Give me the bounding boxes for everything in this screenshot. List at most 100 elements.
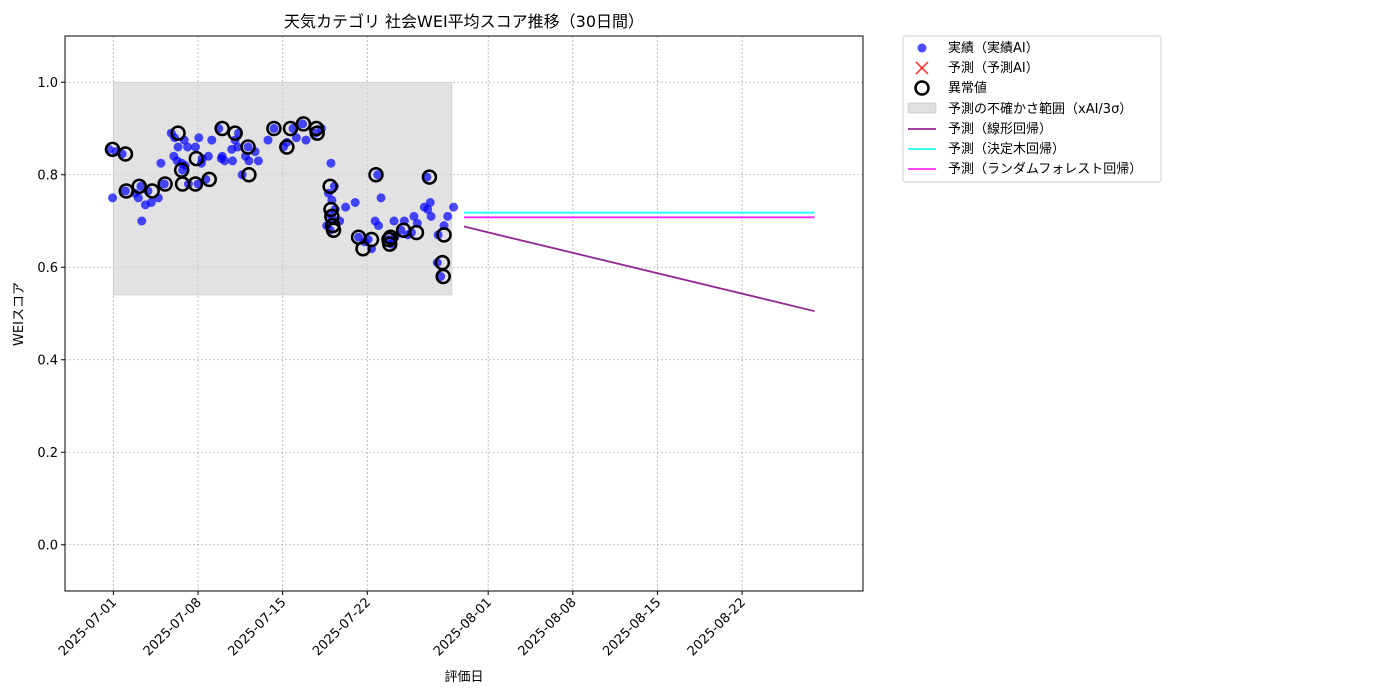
x-tick-label: 2025-08-08 <box>516 595 580 659</box>
anomaly-marker <box>355 241 371 257</box>
x-tick-label: 2025-08-15 <box>600 595 664 659</box>
y-tick-label: 0.0 <box>37 538 58 553</box>
anomaly-marker <box>214 120 230 137</box>
legend-uncertainty-label: 予測の不確かさ範囲（xAI/3σ） <box>948 101 1132 117</box>
anomaly-marker <box>240 139 256 155</box>
x-tick-label: 2025-07-08 <box>141 595 205 659</box>
actual-point <box>373 170 383 180</box>
actual-point <box>137 216 147 226</box>
actual-point <box>443 211 453 221</box>
actual-point <box>426 211 436 221</box>
actual-point <box>136 181 146 191</box>
x-axis-label: 評価日 <box>444 670 483 685</box>
anomaly-marker <box>382 229 399 245</box>
actual-point <box>108 193 118 203</box>
y-tick-label: 0.6 <box>37 261 58 276</box>
legend-actual-label: 実績（実績AI） <box>948 40 1039 56</box>
actual-point <box>120 186 130 196</box>
legend: 実績（実績AI） 予測（予測AI） 異常値 予測の不確かさ範囲（xAI/3σ） … <box>902 35 1162 183</box>
anomaly-marker <box>201 171 217 188</box>
actual-point <box>207 135 217 145</box>
actual-point <box>203 151 213 161</box>
anomaly-marker <box>295 116 312 132</box>
prediction-lines <box>463 211 815 313</box>
actual-point <box>449 202 459 212</box>
actual-point <box>140 200 150 210</box>
anomaly-marker <box>408 224 425 241</box>
anomaly-marker <box>241 167 257 183</box>
legend-predicted-ai-label: 予測（予測AI） <box>948 61 1039 76</box>
actual-point <box>227 144 237 154</box>
actual-point <box>194 133 204 143</box>
actual-point <box>217 151 227 161</box>
legend-anomaly-label: 異常値 <box>948 80 987 96</box>
legend-predicted-ai-marker <box>915 61 929 75</box>
actual-point <box>301 135 311 145</box>
anomaly-marker <box>118 183 135 199</box>
anomaly-marker <box>322 178 338 195</box>
anomaly-marker <box>144 183 160 199</box>
actual-point <box>190 142 200 152</box>
anomaly-marker <box>363 231 380 248</box>
legend-tree-label: 予測（決定木回帰） <box>948 141 1065 157</box>
anomaly-marker <box>309 125 325 141</box>
legend-linear-label: 予測（線形回帰） <box>948 121 1052 137</box>
anomaly-marker <box>131 178 147 195</box>
actual-point <box>133 193 143 203</box>
actual-point <box>326 158 336 168</box>
legend-actual-marker <box>917 43 927 53</box>
anomaly-marker <box>282 120 299 137</box>
actual-point <box>376 193 386 203</box>
actual-point <box>269 124 279 133</box>
legend-uncertainty-swatch <box>907 102 937 114</box>
uncertainty-band <box>113 81 453 296</box>
actual-point <box>183 142 193 152</box>
actual-point <box>350 198 360 207</box>
anomaly-marker <box>117 146 134 162</box>
anomaly-marker <box>104 141 121 158</box>
actual-point <box>423 204 433 214</box>
y-tick-label: 0.4 <box>37 353 58 368</box>
anomaly-marker <box>157 176 173 192</box>
x-tick-label: 2025-08-22 <box>685 595 749 659</box>
anomaly-marker <box>382 236 398 252</box>
actual-point <box>341 202 351 212</box>
anomaly-marker <box>436 227 452 243</box>
linear-regression-line <box>463 225 815 313</box>
legend-box <box>902 35 1162 183</box>
anomaly-marker <box>227 125 243 141</box>
actual-point <box>263 135 273 145</box>
actual-point <box>228 156 238 166</box>
x-axis-ticks: 2025-07-01 2025-07-08 2025-07-15 2025-07-22… <box>56 591 749 659</box>
actual-point <box>173 142 183 152</box>
x-tick-label: 2025-08-01 <box>431 595 495 659</box>
legend-forest-label: 予測（ランダムフォレスト回帰） <box>948 161 1142 177</box>
anomaly-marker <box>266 120 282 137</box>
anomaly-marker <box>323 201 339 218</box>
anomaly-marker <box>421 169 438 185</box>
anomaly-marker <box>325 222 342 238</box>
actual-point <box>389 216 399 226</box>
actual-point <box>354 232 364 242</box>
uncertainty-band-rect <box>113 81 453 296</box>
y-tick-label: 1.0 <box>37 76 58 91</box>
anomaly-marker <box>188 150 205 167</box>
x-tick-label: 2025-07-22 <box>310 595 374 659</box>
actual-point <box>156 158 166 168</box>
actual-point <box>178 165 188 175</box>
x-tick-label: 2025-07-01 <box>56 595 120 659</box>
actual-point <box>291 133 301 143</box>
actual-point <box>253 156 263 166</box>
actual-point <box>374 221 384 231</box>
y-axis-label: WEIスコア <box>12 282 27 346</box>
actual-point <box>298 119 308 129</box>
anomaly-markers <box>104 116 452 285</box>
legend-anomaly-marker <box>914 80 930 96</box>
anomaly-marker <box>279 139 295 155</box>
actual-point <box>244 156 254 166</box>
y-tick-label: 0.8 <box>37 168 58 183</box>
y-axis-ticks: 0.0 0.2 0.4 0.6 0.8 1.0 <box>37 76 65 553</box>
anomaly-marker <box>170 125 186 141</box>
anomaly-marker <box>435 268 451 285</box>
